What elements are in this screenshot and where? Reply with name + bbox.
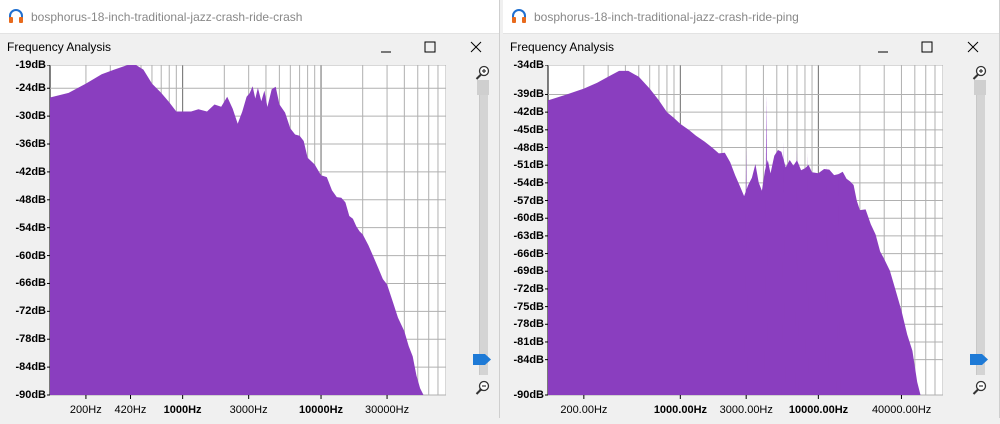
y-tick-label: -66dB bbox=[513, 247, 544, 260]
zoom-in-icon[interactable] bbox=[972, 65, 987, 80]
y-tick-label: -19dB bbox=[15, 59, 46, 71]
x-tick-label: 200.00Hz bbox=[560, 404, 608, 416]
spectrum-chart bbox=[545, 64, 944, 399]
spectrum-plot[interactable]: -19dB -24dB -30dB -36dB -42dB -48dB -54dB -60dB… bbox=[0, 59, 447, 419]
maximize-button[interactable] bbox=[416, 36, 444, 58]
ping-window: bosphorus-18-inch-traditional-jazz-crash… bbox=[503, 0, 1000, 419]
y-tick-label: -45dB bbox=[513, 123, 544, 136]
y-tick-label: -75dB bbox=[513, 300, 544, 313]
y-tick-label: -51dB bbox=[513, 159, 544, 172]
zoom-slider[interactable] bbox=[969, 65, 991, 395]
minimize-button[interactable] bbox=[372, 36, 400, 58]
x-tick-label: 3000Hz bbox=[229, 404, 268, 416]
x-tick-label: 3000.00Hz bbox=[719, 404, 773, 416]
window-title: bosphorus-18-inch-traditional-jazz-crash… bbox=[534, 10, 799, 24]
y-tick-label: -30dB bbox=[15, 110, 46, 123]
spectrum-peak bbox=[744, 147, 749, 395]
spectrum-chart bbox=[47, 64, 447, 399]
crash-window: bosphorus-18-inch-traditional-jazz-crash… bbox=[0, 0, 500, 419]
zoom-thumb[interactable] bbox=[970, 354, 988, 365]
zoom-track[interactable] bbox=[479, 95, 488, 375]
y-tick-label: -34dB bbox=[513, 59, 544, 71]
title-bar: bosphorus-18-inch-traditional-jazz-crash… bbox=[503, 0, 999, 33]
y-tick-label: -48dB bbox=[15, 193, 46, 206]
zoom-in-icon[interactable] bbox=[475, 65, 490, 80]
x-tick-label: 40000.00Hz bbox=[871, 404, 932, 416]
window-title: bosphorus-18-inch-traditional-jazz-crash… bbox=[31, 10, 303, 24]
zoom-track-cap bbox=[477, 80, 489, 95]
maximize-button[interactable] bbox=[913, 36, 941, 58]
x-tick-label: 10000.00Hz bbox=[788, 404, 849, 416]
zoom-track-cap bbox=[974, 80, 986, 95]
headphones-icon bbox=[9, 9, 23, 23]
minimize-button[interactable] bbox=[869, 36, 897, 58]
x-tick-label: 200Hz bbox=[69, 404, 102, 416]
dialog-title: Frequency Analysis bbox=[510, 40, 615, 54]
y-tick-label: -72dB bbox=[513, 282, 544, 295]
y-tick-label: -63dB bbox=[513, 229, 544, 242]
y-tick-label: -72dB bbox=[15, 305, 46, 318]
y-tick-label: -36dB bbox=[15, 138, 46, 150]
y-tick-label: -57dB bbox=[513, 194, 544, 207]
x-tick-label: 420Hz bbox=[114, 404, 147, 416]
spectrum-peak bbox=[824, 165, 829, 395]
spectrum-peak bbox=[794, 147, 799, 395]
zoom-thumb[interactable] bbox=[473, 354, 491, 365]
y-tick-label: -69dB bbox=[513, 265, 544, 278]
y-tick-label: -66dB bbox=[15, 277, 46, 290]
zoom-slider[interactable]: ⌄ bbox=[472, 65, 494, 395]
spectrum-peak bbox=[781, 141, 786, 395]
y-tick-label: -90dB bbox=[513, 389, 544, 401]
y-tick-label: -39dB bbox=[513, 88, 544, 101]
close-button[interactable] bbox=[959, 36, 987, 58]
zoom-track[interactable] bbox=[976, 95, 985, 375]
spectrum-plot[interactable]: -34dB -39dB -42dB -45dB -48dB -51dB -54dB -57dB… bbox=[503, 59, 944, 419]
zoom-out-icon[interactable] bbox=[475, 380, 490, 395]
headphones-icon bbox=[512, 9, 526, 23]
x-tick-label: 1000Hz bbox=[163, 404, 202, 416]
y-tick-label: -54dB bbox=[15, 221, 46, 234]
y-tick-label: -84dB bbox=[15, 361, 46, 374]
x-tick-label: 30000Hz bbox=[365, 404, 410, 416]
y-tick-label: -60dB bbox=[15, 249, 46, 262]
y-tick-label: -90dB bbox=[15, 389, 46, 401]
title-bar: bosphorus-18-inch-traditional-jazz-crash… bbox=[0, 0, 499, 33]
y-tick-label: -42dB bbox=[15, 165, 46, 178]
spectrum-area bbox=[50, 65, 424, 395]
spectrum-peak bbox=[764, 94, 769, 395]
y-tick-label: -84dB bbox=[513, 353, 544, 366]
y-tick-label: -24dB bbox=[15, 82, 46, 95]
frequency-analysis-dialog: Frequency Analysis -19dB -24dB -30dB -36dB -… bbox=[0, 33, 499, 419]
spectrum-peak bbox=[836, 171, 841, 395]
x-tick-label: 1000.00Hz bbox=[653, 404, 708, 416]
x-tick-label: 10000Hz bbox=[299, 404, 344, 416]
y-tick-label: -42dB bbox=[513, 106, 544, 119]
zoom-out-icon[interactable] bbox=[972, 380, 987, 395]
spectrum-peak bbox=[805, 153, 810, 395]
frequency-analysis-dialog: Frequency Analysis -34dB -39dB -42dB -45dB -… bbox=[503, 33, 999, 419]
y-tick-label: -48dB bbox=[513, 141, 544, 154]
y-tick-label: -78dB bbox=[513, 318, 544, 331]
close-button[interactable] bbox=[462, 36, 490, 58]
y-tick-label: -78dB bbox=[15, 333, 46, 346]
y-tick-label: -81dB bbox=[513, 335, 544, 348]
dialog-title: Frequency Analysis bbox=[7, 40, 112, 54]
y-tick-label: -54dB bbox=[513, 176, 544, 189]
y-tick-label: -60dB bbox=[513, 212, 544, 225]
